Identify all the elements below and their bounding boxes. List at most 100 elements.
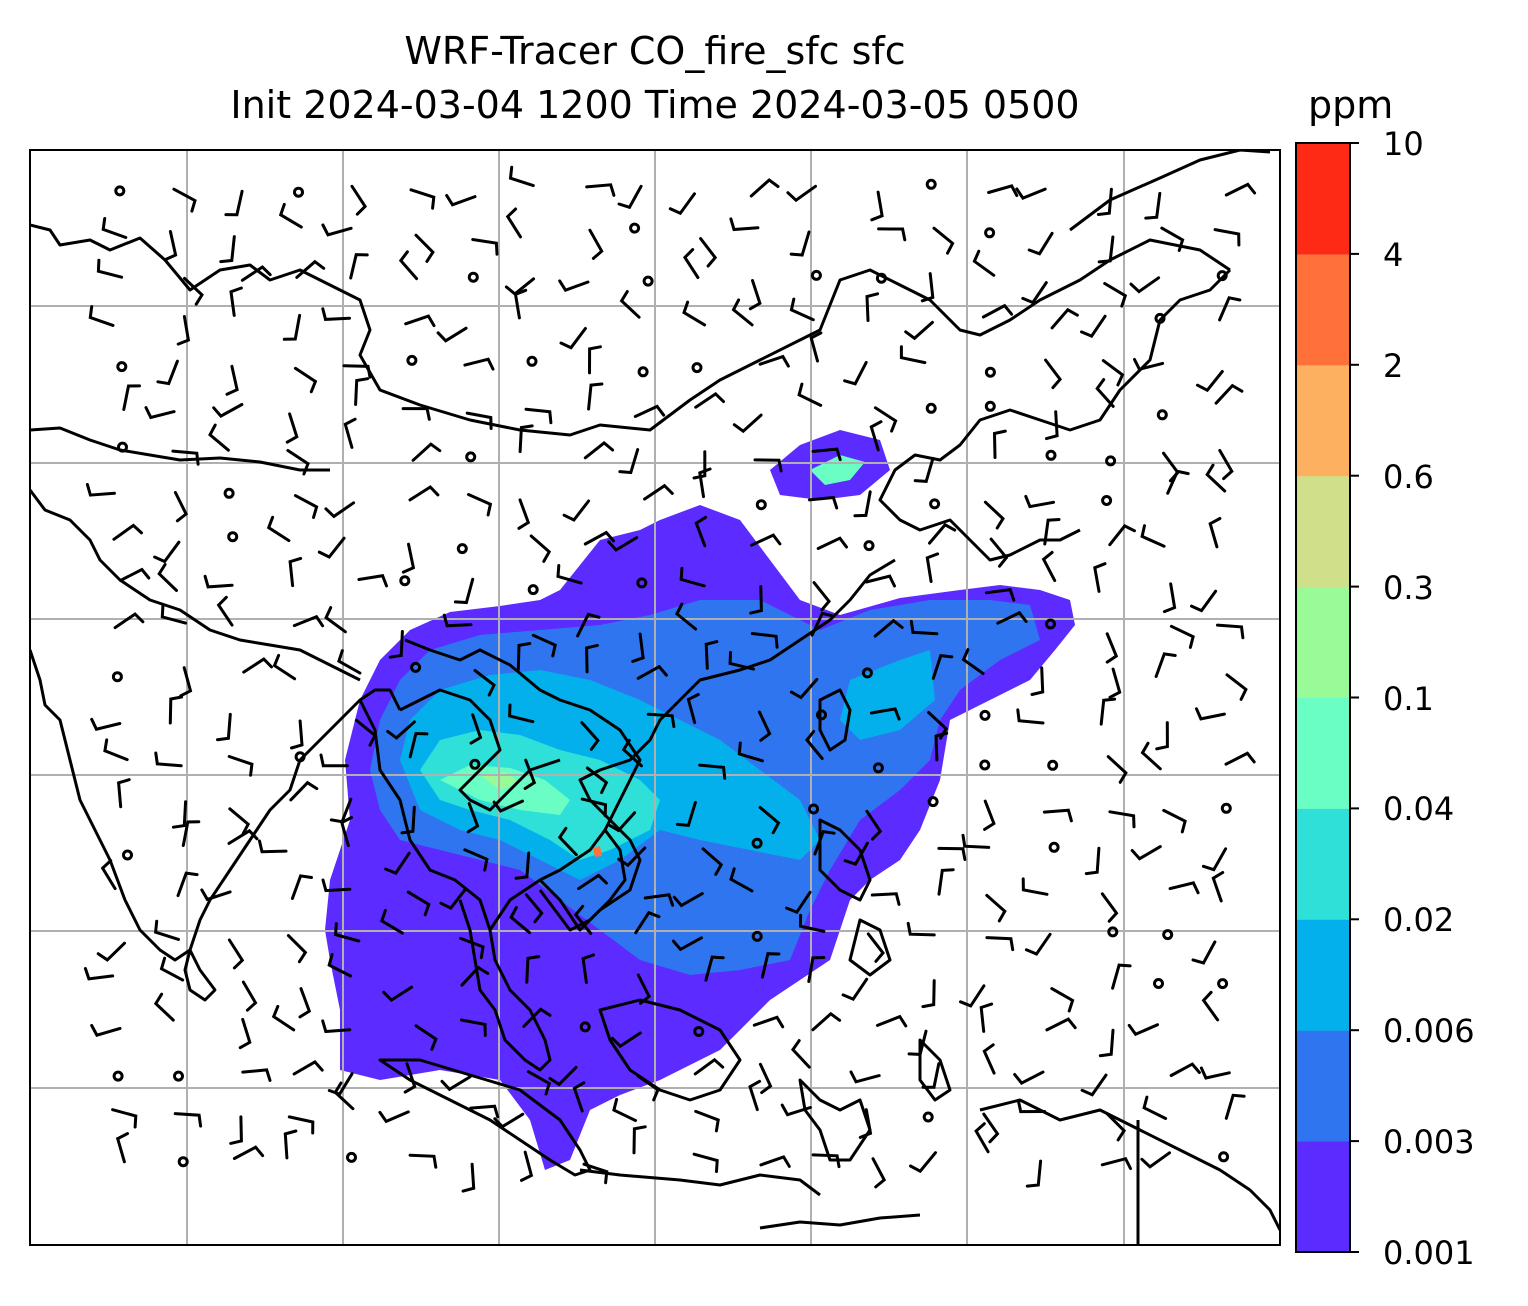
wind-barb	[694, 1109, 720, 1133]
wind-barb	[1021, 281, 1048, 305]
wind-barb	[212, 403, 244, 419]
wind-barb	[342, 364, 372, 379]
wind-barb	[925, 552, 940, 583]
wind-barb	[679, 566, 706, 588]
wind-barb	[227, 828, 259, 845]
wind-barb	[789, 230, 811, 257]
wind-barb	[983, 799, 996, 831]
wind-barb	[816, 536, 848, 550]
calm-wind-marker	[1101, 495, 1113, 506]
wind-barb	[1108, 667, 1122, 699]
wind-barb	[408, 731, 429, 759]
wind-barb	[493, 1112, 525, 1129]
wind-barb	[632, 1125, 647, 1155]
wind-barb	[1218, 449, 1234, 481]
wind-barb	[1216, 623, 1245, 640]
calm-wind-marker	[642, 275, 654, 287]
wind-barb	[1154, 652, 1177, 678]
wind-barb	[961, 833, 991, 849]
wind-barb	[692, 1152, 719, 1173]
wind-barb	[811, 1011, 842, 1032]
wind-barb	[240, 265, 272, 282]
wind-barb	[1140, 741, 1162, 771]
wind-barb	[401, 407, 431, 421]
colorbar-tick-label: 4	[1383, 236, 1404, 274]
coastlines	[30, 150, 1280, 1245]
wind-barb	[1024, 932, 1052, 956]
wind-barb	[292, 1059, 324, 1076]
wind-barb	[1191, 940, 1217, 965]
wind-barb	[100, 859, 117, 891]
wind-barb	[1050, 307, 1079, 330]
wind-barb	[1100, 1156, 1132, 1170]
wind-barb	[984, 588, 1016, 602]
wind-barb	[858, 1108, 873, 1139]
wind-barb	[807, 956, 826, 983]
wind-barb	[1101, 359, 1125, 387]
wind-barb	[378, 1110, 410, 1124]
wind-barb	[271, 1004, 296, 1032]
wind-barb	[1099, 697, 1117, 726]
wind-barb	[298, 987, 312, 1019]
wind-barb	[401, 542, 416, 574]
wind-barb	[388, 630, 404, 659]
wind-barb	[90, 1024, 122, 1037]
wind-barb	[172, 187, 197, 213]
wind-barb	[354, 377, 370, 406]
calm-wind-marker	[111, 671, 123, 683]
calm-wind-marker	[816, 709, 827, 721]
calm-wind-marker	[399, 575, 411, 587]
wind-barb	[692, 450, 707, 480]
wind-barb	[729, 217, 760, 232]
wind-barb	[704, 640, 719, 670]
calm-wind-marker	[922, 1111, 934, 1123]
wind-barb	[112, 523, 143, 541]
wind-barb	[473, 669, 496, 697]
wind-barb	[159, 956, 185, 982]
wind-barb	[208, 423, 230, 452]
wind-barb	[529, 534, 552, 563]
wind-barb	[173, 1112, 203, 1128]
calm-wind-marker	[114, 185, 126, 197]
wind-barb	[573, 904, 593, 935]
wind-barb	[698, 467, 712, 499]
colorbar-swatch	[1296, 475, 1350, 588]
wind-barb	[572, 1081, 586, 1113]
wind-barb	[983, 500, 1005, 530]
calm-wind-marker	[1153, 978, 1164, 989]
wind-barb	[471, 238, 499, 256]
wind-barb	[1105, 632, 1119, 664]
map-title-line2: Init 2024-03-04 1200 Time 2024-03-05 050…	[230, 83, 1080, 127]
wind-barb	[83, 967, 115, 981]
wind-barb	[932, 226, 955, 255]
wind-barb	[752, 1015, 785, 1029]
wind-barb	[319, 753, 349, 768]
wind-barb	[101, 217, 128, 239]
calm-wind-marker	[406, 354, 418, 366]
wind-barb	[1042, 808, 1073, 823]
calm-wind-marker	[227, 531, 239, 543]
wind-barb	[525, 955, 541, 984]
wind-barb	[760, 952, 781, 979]
wind-barb	[587, 382, 604, 411]
wind-barb	[350, 184, 368, 216]
wind-barb	[909, 1151, 937, 1174]
wind-barb	[324, 606, 347, 634]
calm-wind-marker	[979, 709, 991, 721]
wind-barb	[241, 980, 258, 1012]
wind-barb	[636, 973, 651, 1005]
wind-barb	[1045, 410, 1059, 441]
wind-barb	[682, 300, 707, 327]
wind-barb	[607, 536, 639, 552]
wind-barb	[508, 165, 535, 188]
wind-barb	[327, 1072, 354, 1097]
wind-barb	[1013, 1070, 1045, 1085]
wind-barb	[505, 207, 522, 239]
wind-barb	[321, 1019, 352, 1034]
wind-barb	[469, 1104, 500, 1119]
wind-barb	[992, 429, 1007, 459]
wind-barb	[1095, 378, 1115, 408]
wind-barb	[327, 953, 353, 978]
wind-barb	[1201, 990, 1220, 1022]
